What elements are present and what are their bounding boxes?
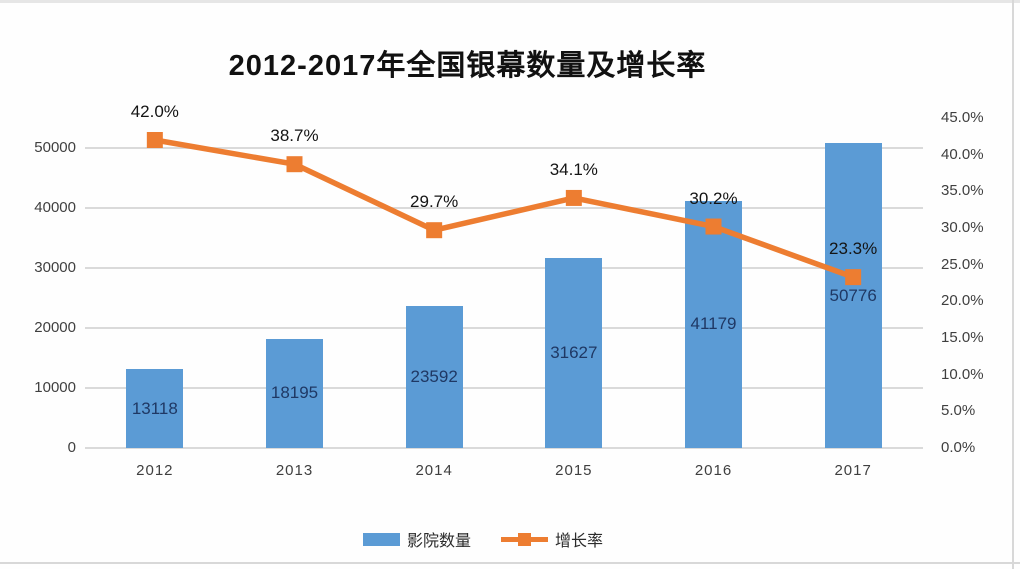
- y-axis-right-tick: 45.0%: [941, 109, 984, 126]
- legend-label: 增长率: [555, 533, 604, 550]
- gridline-0: [85, 447, 923, 449]
- bar-value-label-2013: 18195: [270, 383, 319, 403]
- bar-value-label-2014: 23592: [410, 367, 458, 387]
- y-axis-right-tick: 10.0%: [941, 365, 984, 383]
- line-value-label-2015: 34.1%: [549, 159, 598, 179]
- legend-item-bar: 影院数量: [362, 527, 471, 551]
- y-axis-right-tick: 5.0%: [941, 402, 976, 420]
- x-axis-label-2015: 2015: [555, 462, 593, 479]
- image-bottom-border: [0, 562, 1020, 564]
- line-marker-2017: [845, 269, 862, 286]
- line-value-label-2017: 23.3%: [829, 239, 878, 259]
- image-right-border: [1012, 0, 1014, 569]
- gridline-40000: [85, 207, 923, 209]
- y-axis-right-tick: 15.0%: [941, 329, 984, 346]
- y-axis-left-tick: 40000: [34, 199, 76, 216]
- bar-value-label-2015: 31627: [550, 343, 598, 363]
- gridline-10000: [85, 387, 923, 389]
- chart-title: 2012-2017年全国银幕数量及增长率: [228, 50, 707, 82]
- bar-value-label-2017: 50776: [829, 285, 877, 305]
- legend-label: 影院数量: [406, 533, 471, 550]
- line-marker-2014: [426, 222, 443, 239]
- y-axis-left-tick: 30000: [34, 259, 76, 276]
- line-value-label-2013: 38.7%: [270, 126, 319, 146]
- y-axis-right-tick: 35.0%: [941, 182, 984, 200]
- gridline-50000: [85, 147, 923, 149]
- bar-value-label-2016: 41179: [690, 314, 737, 334]
- image-top-border: [0, 0, 1020, 3]
- legend-bar-swatch: [362, 532, 400, 546]
- y-axis-right-tick: 40.0%: [941, 145, 984, 163]
- x-axis-label-2014: 2014: [415, 462, 453, 479]
- legend-line-swatch: [501, 532, 548, 547]
- line-marker-2012: [146, 132, 163, 148]
- bar-2016: [685, 200, 742, 448]
- line-value-label-2012: 42.0%: [130, 102, 179, 121]
- legend-item-line: 增长率: [501, 527, 603, 551]
- y-axis-right-tick: 20.0%: [941, 292, 984, 310]
- y-axis-left-tick: 10000: [34, 379, 76, 396]
- x-axis-label-2012: 2012: [136, 462, 174, 479]
- y-axis-left-tick: 20000: [34, 319, 76, 336]
- gridline-30000: [85, 267, 923, 269]
- line-value-label-2014: 29.7%: [410, 192, 459, 212]
- bar-2015: [545, 258, 603, 448]
- x-axis-label-2016: 2016: [694, 462, 733, 479]
- y-axis-left-tick: 0: [67, 439, 76, 456]
- bar-2017: [824, 143, 882, 448]
- x-axis-label-2013: 2013: [275, 462, 314, 479]
- line-marker-2015: [565, 189, 582, 206]
- bar-value-label-2012: 13118: [131, 398, 178, 418]
- y-axis-left-tick: 50000: [34, 139, 76, 156]
- y-axis-right-tick: 25.0%: [941, 255, 984, 273]
- x-axis-label-2017: 2017: [834, 462, 872, 479]
- line-marker-2013: [286, 156, 303, 173]
- bar-2014: [405, 306, 463, 448]
- line-value-label-2016: 30.2%: [689, 188, 738, 208]
- y-axis-right-tick: 0.0%: [941, 439, 976, 456]
- line-marker-2016: [705, 218, 722, 235]
- legend-line-marker: [518, 532, 531, 546]
- gridline-20000: [85, 327, 923, 329]
- legend: 影院数量 增长率: [0, 527, 966, 551]
- bar-2012: [126, 369, 184, 448]
- y-axis-right-tick: 30.0%: [941, 219, 984, 236]
- bar-2013: [266, 338, 323, 448]
- growth-rate-polyline: [154, 137, 855, 280]
